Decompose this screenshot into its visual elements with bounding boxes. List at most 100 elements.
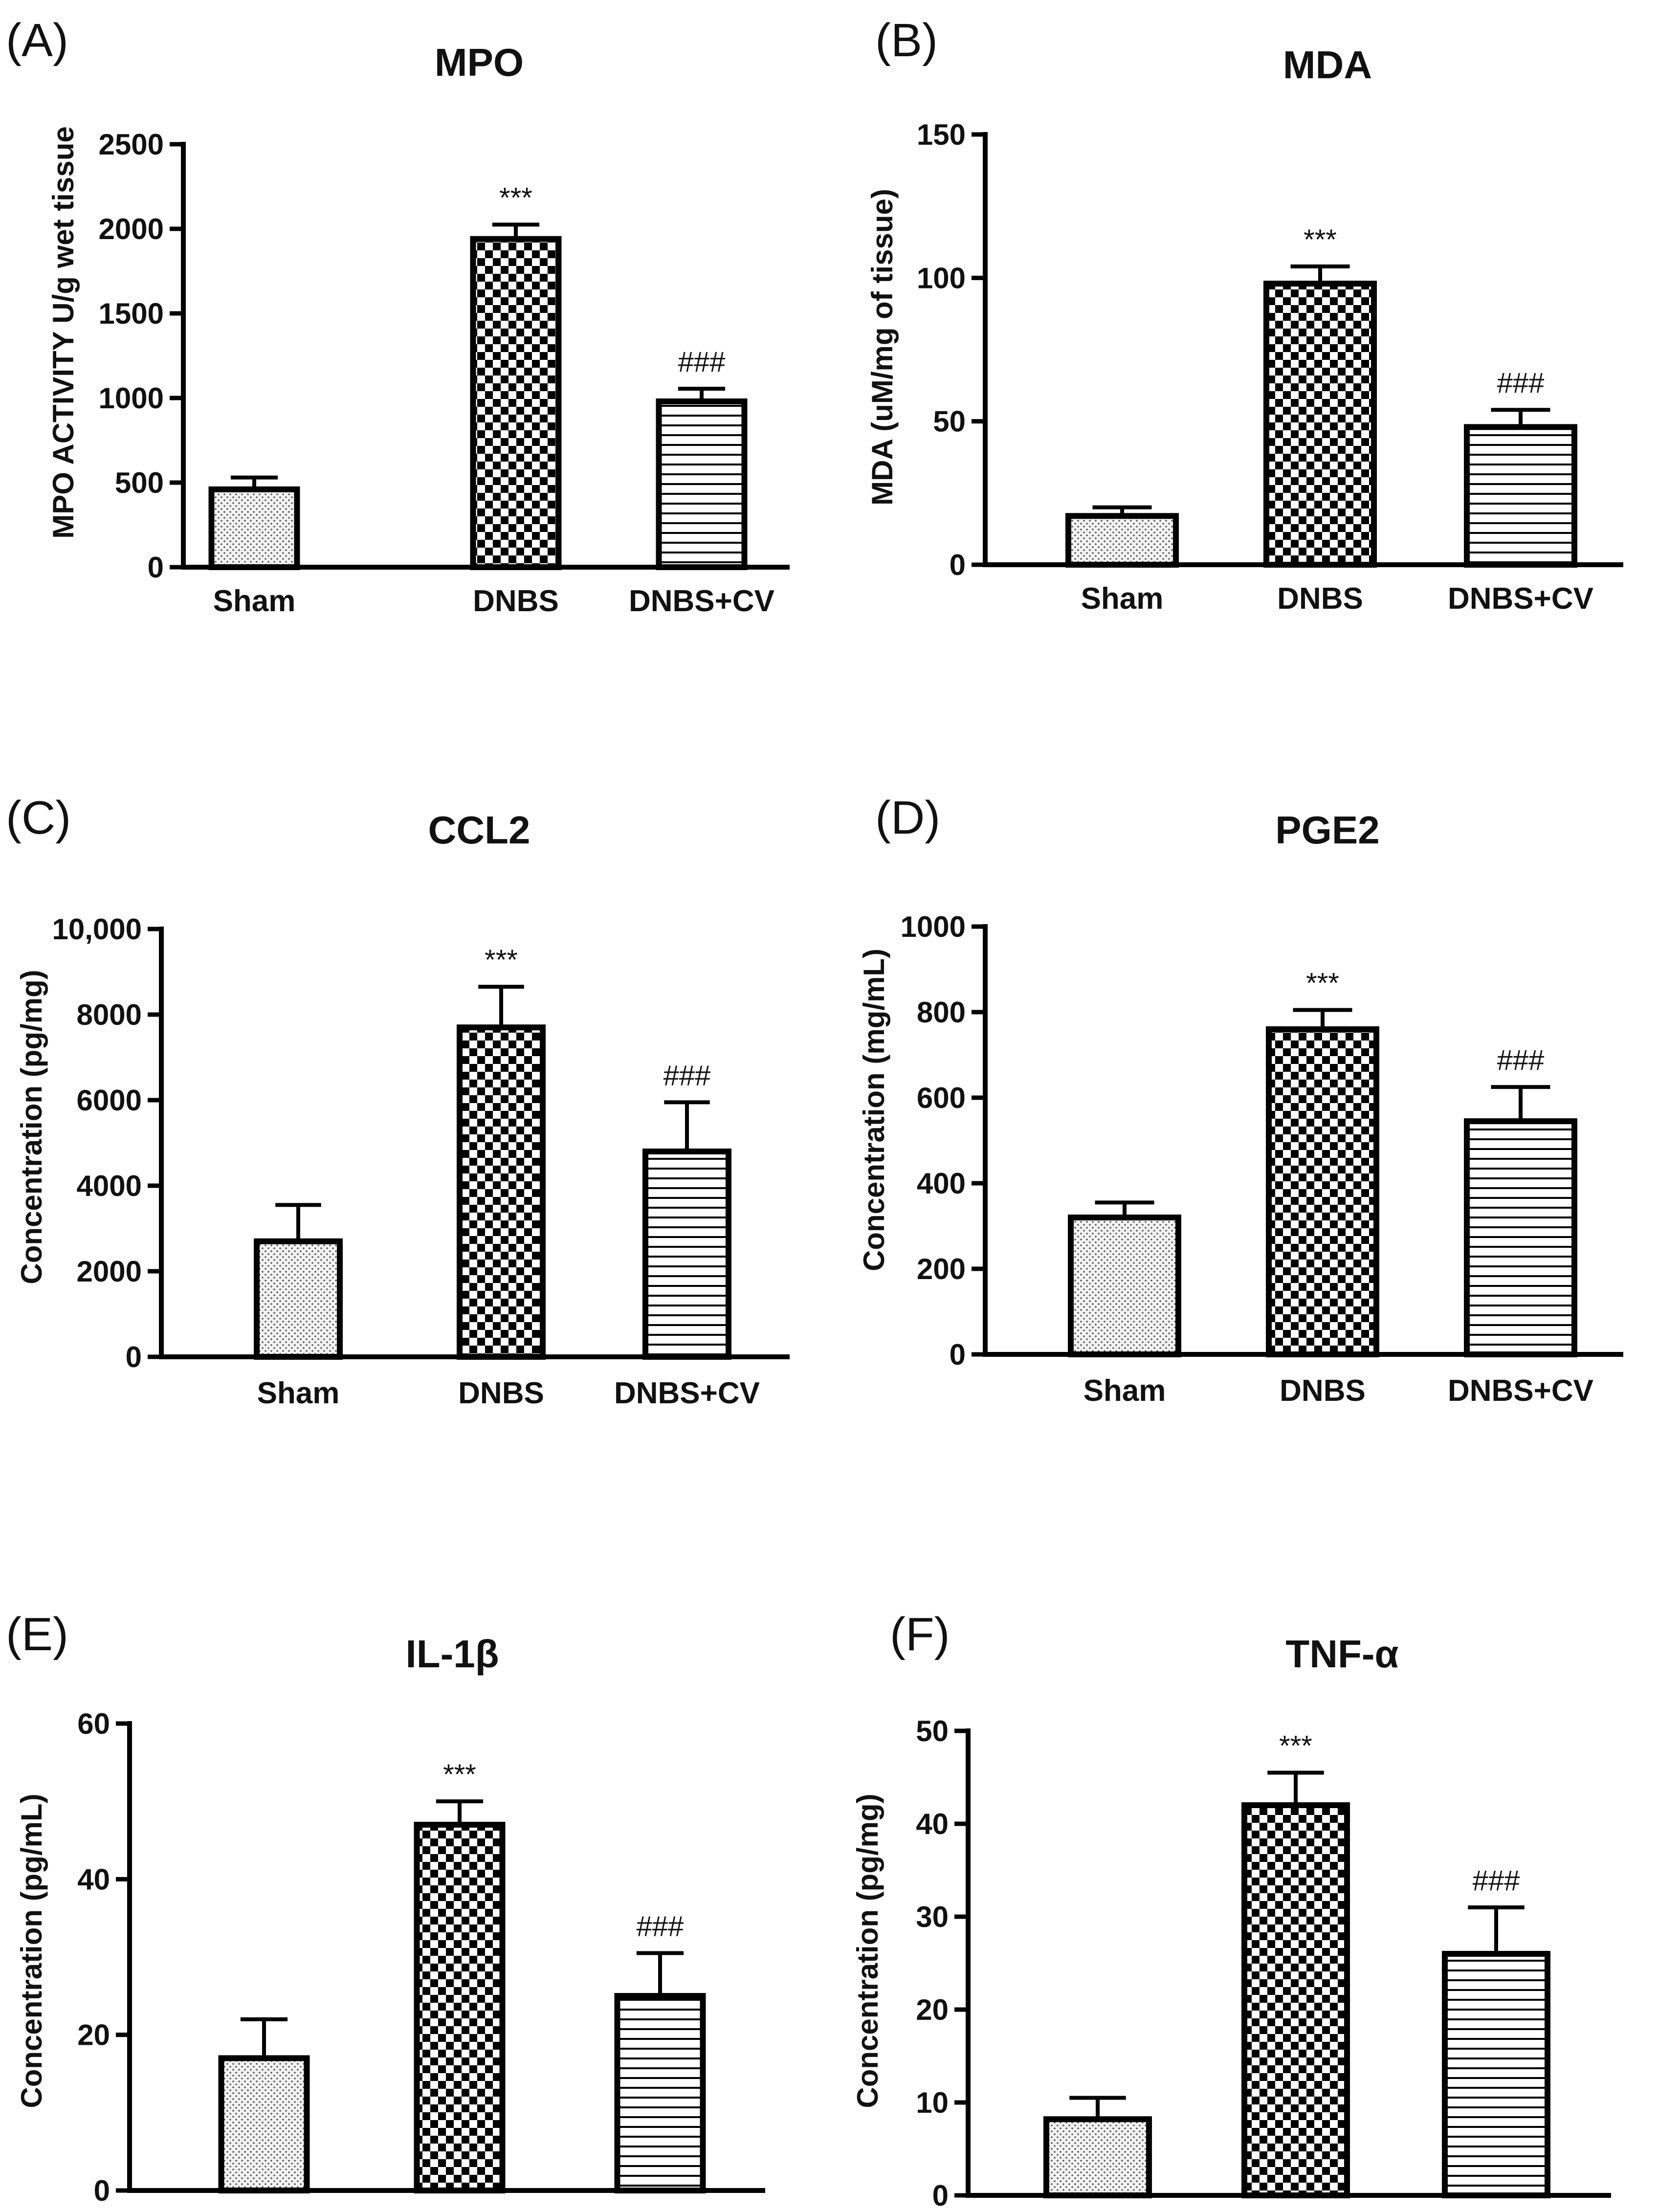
y-tick-label-c: 6000 [77, 1084, 142, 1117]
y-tick-label-e: 20 [77, 2019, 110, 2052]
y-tick-label-a: 500 [115, 466, 164, 499]
y-tick-label-a: 1000 [99, 382, 164, 415]
bar-c-sham [254, 1238, 343, 1360]
panel-letter-d: (D) [875, 792, 940, 844]
bar-b-dnbs [1263, 281, 1377, 568]
significance-label-e: *** [443, 1759, 476, 1791]
y-axis-label-d: Concentration (mg/mL) [858, 949, 890, 1271]
x-tick-label-b: DNBS [1277, 582, 1363, 616]
y-tick-label-d: 600 [917, 1082, 966, 1114]
x-tick-label-b: DNBS+CV [1448, 582, 1593, 616]
y-tick-label-d: 400 [917, 1167, 966, 1200]
error-bar-b [1290, 264, 1350, 284]
y-tick-label-a: 0 [148, 551, 164, 584]
x-tick-label-c: DNBS [458, 1376, 544, 1410]
error-bar-a [492, 222, 540, 239]
x-tick-label-d: DNBS [1280, 1374, 1366, 1408]
x-tick-label-a: DNBS [473, 584, 559, 618]
y-tick-label-e: 60 [77, 1707, 110, 1740]
x-tick-label-e: Sham [223, 2208, 306, 2212]
y-tick-label-f: 0 [932, 2179, 949, 2212]
y-axis-label-e: Concentration (pg/mL) [15, 1793, 48, 2108]
y-tick-label-f: 20 [916, 1993, 949, 2026]
bar-e-dnbs-cv [614, 1993, 706, 2193]
bar-e-dnbs [414, 1821, 506, 2194]
x-tick-label-e: DNBS+CV [587, 2208, 733, 2212]
y-tick-label-c: 0 [126, 1341, 142, 1373]
y-tick-label-e: 40 [77, 1863, 110, 1896]
bar-b-sham [1065, 513, 1179, 568]
y-tick-label-a: 2500 [99, 128, 164, 161]
y-axis-label-f: Concentration (pg/mg) [851, 1793, 884, 2108]
error-bar-d [1095, 1200, 1154, 1217]
bar-d-dnbs-cv [1464, 1118, 1577, 1357]
panel-letter-e: (E) [6, 1608, 68, 1660]
chart-title-f: TNF-α [1285, 1632, 1398, 1676]
error-bar-a [230, 475, 278, 489]
y-tick-label-c: 8000 [77, 998, 142, 1031]
y-tick-label-d: 200 [917, 1253, 966, 1285]
chart-title-d: PGE2 [1275, 808, 1379, 852]
significance-label-d: ### [1497, 1044, 1545, 1076]
y-tick-label-f: 50 [916, 1715, 949, 1747]
panel-letter-c: (C) [6, 792, 71, 844]
y-tick-label-d: 1000 [901, 910, 966, 943]
y-tick-label-c: 2000 [77, 1255, 142, 1288]
significance-label-a: *** [499, 182, 532, 214]
x-tick-label-a: Sham [213, 584, 296, 618]
y-axis-label-a: MPO ACTIVITY U/g wet tissue [47, 126, 80, 538]
significance-label-c: *** [485, 944, 518, 976]
bar-d-dnbs [1266, 1026, 1379, 1357]
x-tick-label-c: Sham [257, 1376, 340, 1410]
error-bar-e [436, 1799, 484, 1825]
bar-a-dnbs [470, 236, 562, 570]
chart-panel-b: (B) MDA MDA (uM/mg of tissue) *** ### 0 50 1… [866, 14, 1623, 616]
chart-title-b: MDA [1283, 43, 1372, 87]
significance-label-c: ### [663, 1060, 711, 1091]
significance-label-d: *** [1306, 968, 1339, 999]
panel-letter-b: (B) [875, 14, 938, 66]
error-bar-d [1293, 1008, 1352, 1029]
y-tick-label-f: 30 [916, 1901, 949, 1933]
y-tick-label-c: 4000 [77, 1170, 142, 1202]
x-tick-label-e: DNBS [417, 2208, 503, 2212]
x-tick-label-b: Sham [1081, 582, 1164, 616]
y-tick-label-c: 10,000 [52, 913, 142, 946]
significance-label-b: ### [1497, 367, 1545, 399]
error-bar-d [1491, 1085, 1550, 1122]
y-tick-label-f: 40 [916, 1808, 949, 1840]
y-axis-label-c: Concentration (pg/mg) [15, 970, 48, 1284]
bar-f-dnbs [1241, 1802, 1350, 2198]
significance-label-e: ### [637, 1911, 684, 1943]
chart-panel-d: (D) PGE2 Concentration (mg/mL) *** ### 0 20… [858, 792, 1623, 1408]
error-bar-a [678, 386, 726, 401]
bar-b-dnbs-cv [1464, 424, 1577, 568]
error-bar-c [664, 1100, 710, 1151]
bar-d-sham [1068, 1215, 1181, 1357]
chart-panel-a: (A) MPO MPO ACTIVITY U/g wet tissue *** #… [6, 14, 790, 618]
significance-label-f: ### [1473, 1865, 1520, 1897]
error-bar-e [240, 2017, 288, 2058]
error-bar-e [636, 1951, 684, 1996]
y-tick-label-b: 0 [950, 549, 966, 581]
chart-panel-f: (F) TNF-α Concentration (pg/mg) *** ### 0 1… [851, 1608, 1611, 2212]
bar-a-sham [208, 486, 300, 571]
chart-panel-c: (C) CCL2 Concentration (pg/mg) *** ### 0 20… [6, 792, 790, 1410]
x-tick-label-a: DNBS+CV [629, 584, 774, 618]
y-tick-label-f: 10 [916, 2086, 949, 2119]
bar-a-dnbs-cv [656, 398, 748, 570]
y-tick-label-d: 0 [950, 1338, 966, 1371]
error-bar-c [275, 1203, 321, 1241]
bar-f-sham [1043, 2116, 1152, 2199]
bar-c-dnbs [457, 1024, 546, 1360]
error-bar-c [478, 985, 524, 1028]
significance-label-a: ### [678, 346, 726, 378]
bar-c-dnbs-cv [642, 1149, 731, 1360]
error-bar-f [1468, 1905, 1525, 1954]
significance-label-f: *** [1279, 1730, 1312, 1762]
panel-letter-a: (A) [6, 14, 68, 66]
x-tick-label-d: DNBS+CV [1448, 1374, 1593, 1408]
y-tick-label-a: 1500 [99, 297, 164, 330]
panel-letter-f: (F) [890, 1608, 950, 1660]
